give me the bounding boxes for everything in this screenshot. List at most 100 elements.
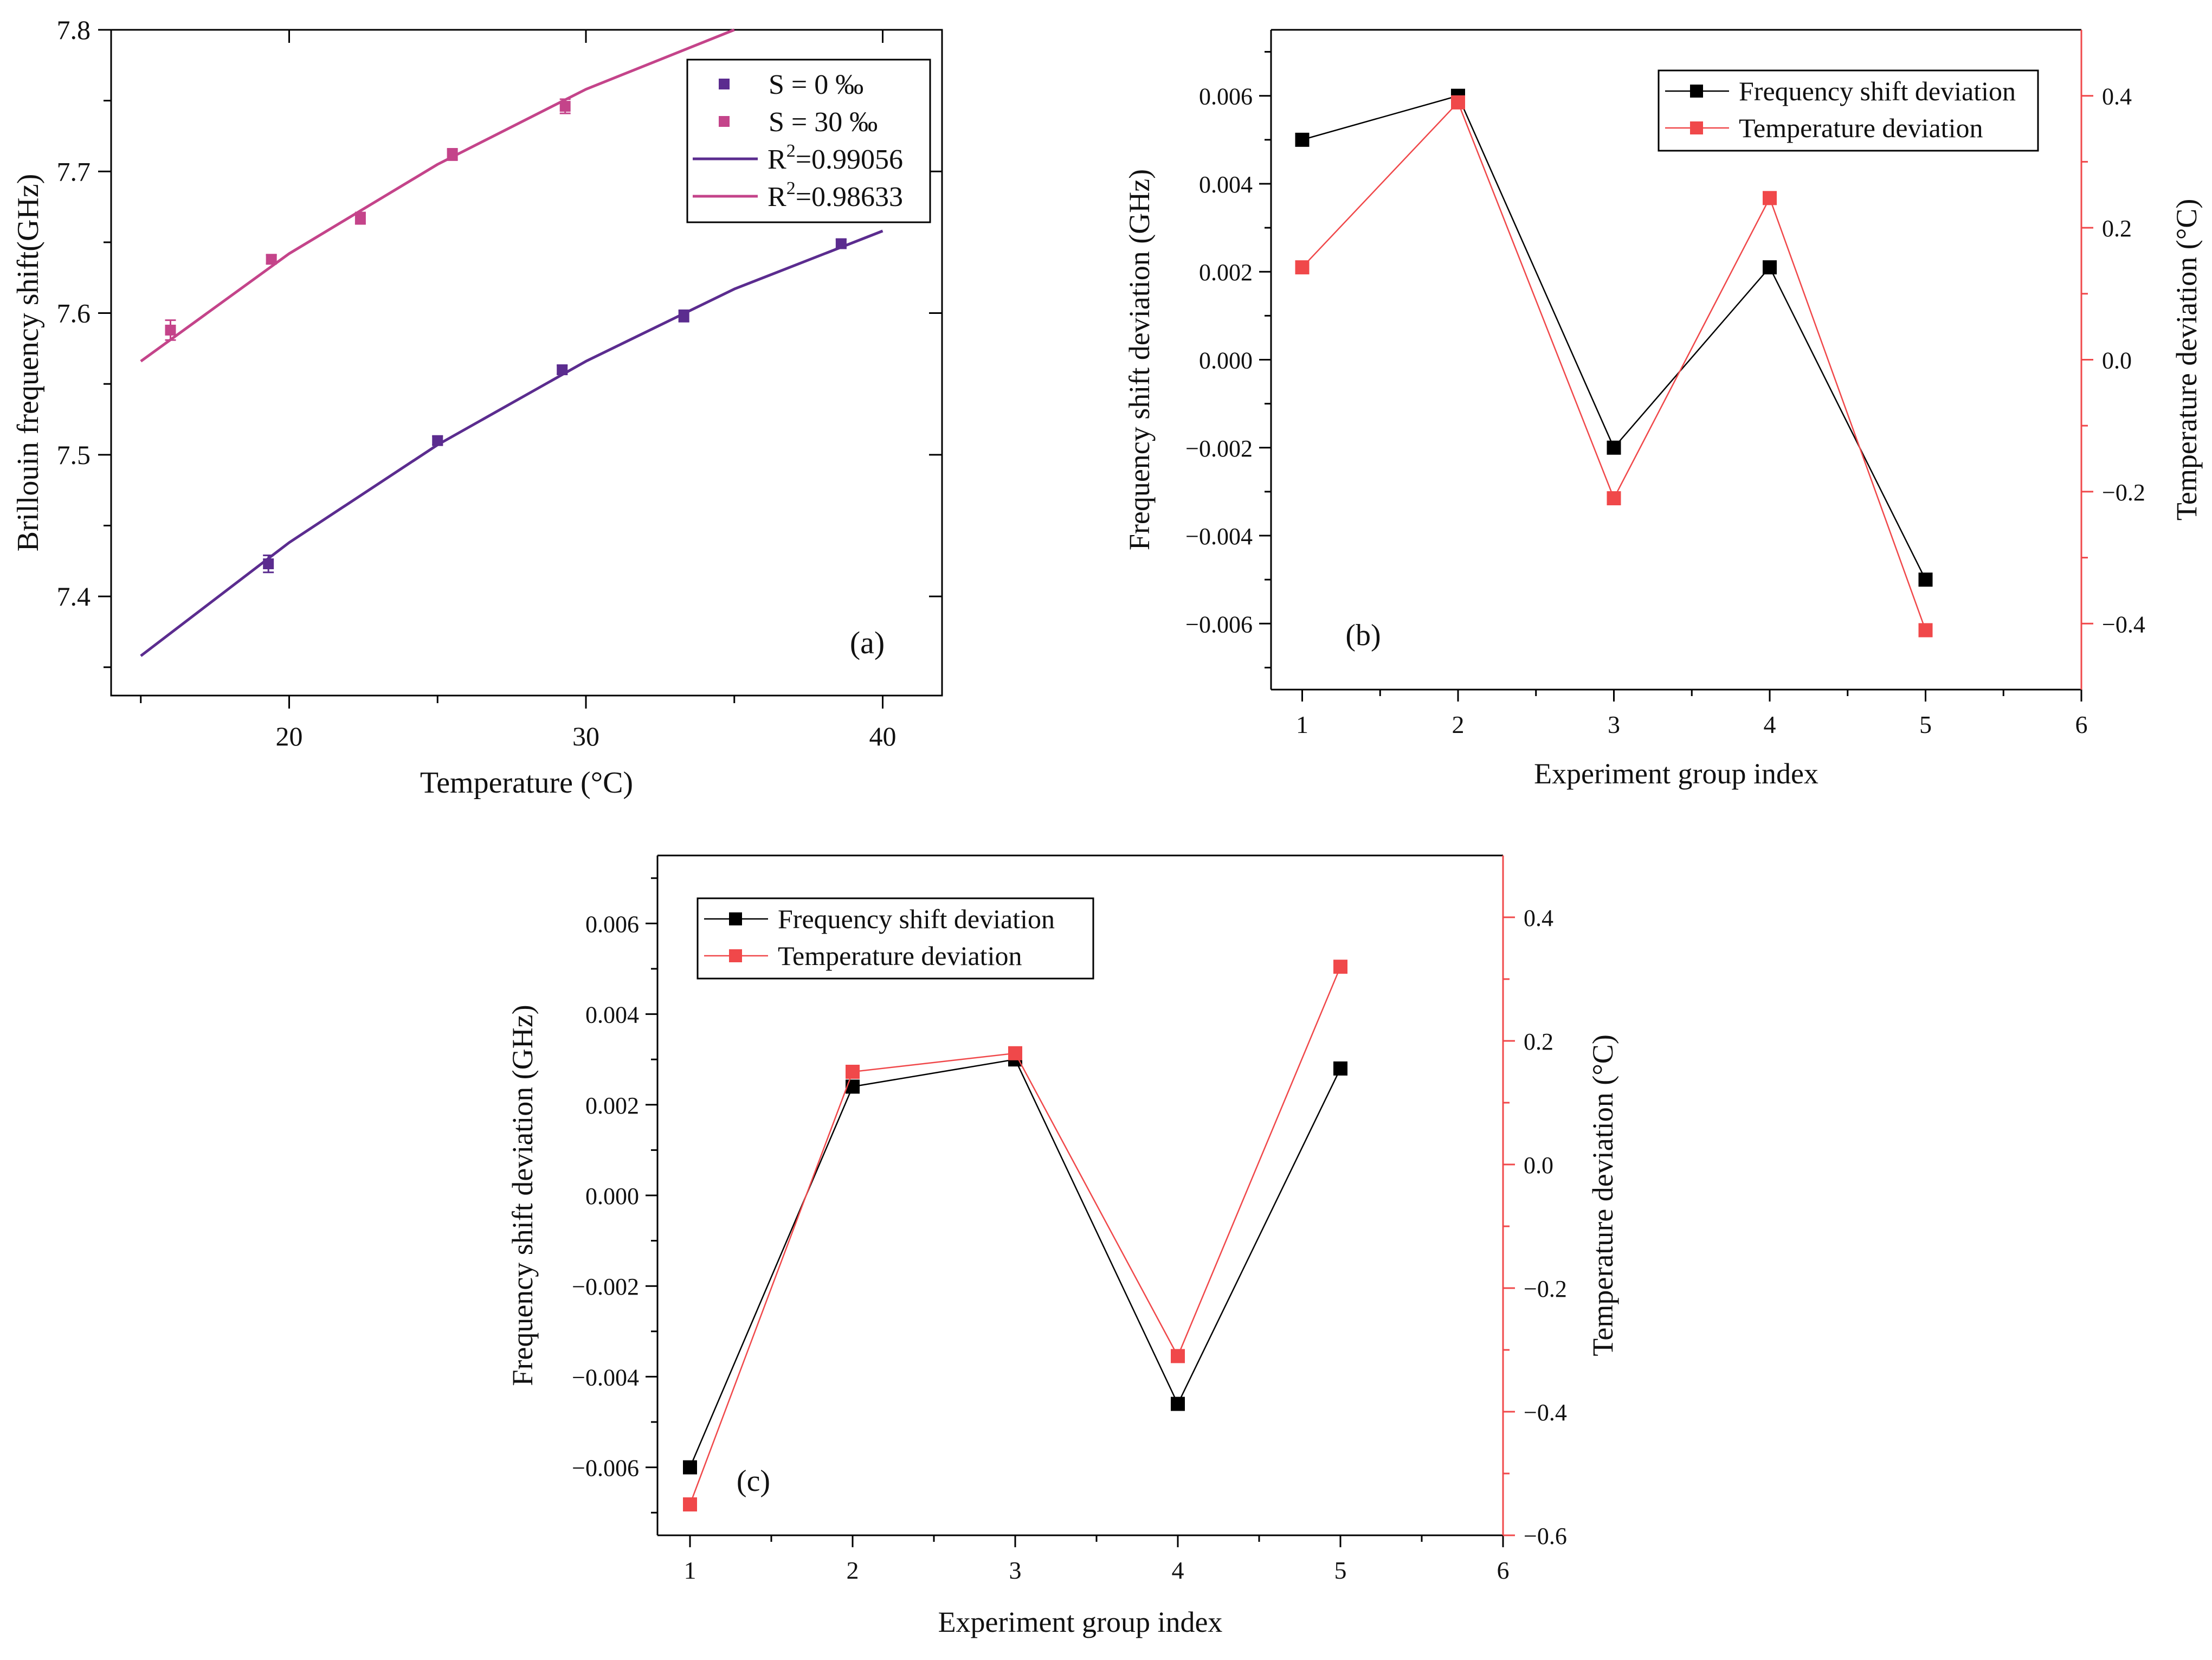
chart-panel-c: 1 2 3 4 5 6 −0.006 −0.004 −0.002 0.000 0.002 0.004 0… — [506, 854, 1619, 1638]
data-point-series-2 — [846, 1065, 860, 1079]
y-axis-label: Frequency shift deviation (GHz) — [506, 1005, 539, 1386]
fit-curve-1 — [140, 229, 883, 657]
y-tick-label: −0.002 — [572, 1273, 639, 1300]
y-tick-label: 7.6 — [57, 298, 91, 329]
chart-panel-a: 20 30 40 7.4 7.5 7.6 7.7 7.8 Temperature (°C) Bri… — [11, 15, 943, 800]
y2-tick-label: 0.4 — [2102, 83, 2132, 110]
y-tick-label: 0.000 — [585, 1183, 639, 1209]
data-point-series-1 — [683, 1460, 697, 1475]
y-tick-label: 0.002 — [1199, 259, 1253, 286]
y-tick-label: 0.004 — [585, 1002, 639, 1028]
y2-tick-label: 0.0 — [2102, 348, 2132, 374]
data-point-series-1 — [1171, 1397, 1185, 1411]
data-point-series-2 — [1333, 960, 1347, 974]
data-point-s0 — [835, 238, 847, 249]
y2-axis-label: Temperature deviation (°C) — [2170, 199, 2203, 521]
legend-marker — [729, 912, 742, 925]
y2-tick-label: −0.4 — [1524, 1399, 1567, 1426]
y-tick-label: 0.006 — [1199, 83, 1253, 110]
x-tick-label: 1 — [684, 1556, 697, 1584]
data-point-series-1 — [1607, 440, 1621, 455]
y2-tick-label: 0.0 — [1524, 1152, 1553, 1179]
data-point-s0 — [678, 310, 689, 321]
chart-panel-b: 1 2 3 4 5 6 −0.006 −0.004 −0.002 0.000 0.002 0.004 0… — [1123, 29, 2203, 790]
panel-label: (a) — [850, 625, 885, 660]
y2-tick-label: −0.2 — [2102, 479, 2145, 506]
legend-label: R2=0.99056 — [768, 141, 903, 175]
y-tick-label: 7.5 — [57, 440, 91, 470]
y-tick-label: −0.002 — [1185, 435, 1253, 462]
x-tick-label: 4 — [1764, 711, 1776, 738]
y-tick-label: −0.004 — [572, 1364, 639, 1391]
data-point-series-1 — [1333, 1061, 1347, 1076]
y-tick-label: 7.4 — [57, 581, 91, 612]
x-tick-label: 2 — [847, 1556, 859, 1584]
panel-label: (c) — [737, 1464, 770, 1498]
legend-marker — [719, 79, 730, 89]
series-line-2 — [1301, 101, 1926, 630]
data-point-series-2 — [1295, 260, 1310, 275]
series-line-1 — [689, 1058, 1342, 1468]
legend-marker — [1690, 121, 1703, 134]
y-axis-label: Brillouin frequency shift(GHz) — [11, 174, 45, 552]
data-point-series-2 — [1918, 623, 1933, 638]
data-point-series-2 — [683, 1497, 697, 1511]
data-point-s1 — [354, 213, 366, 224]
legend-box — [697, 897, 1094, 980]
fit-curve-2 — [140, 28, 735, 363]
y2-tick-label: −0.4 — [2102, 611, 2145, 638]
y-tick-label: 0.000 — [1199, 348, 1253, 374]
legend-label: S = 0 ‰ — [769, 69, 863, 100]
data-point-series-2 — [1607, 491, 1621, 506]
x-tick-label: 4 — [1172, 1556, 1184, 1584]
x-tick-label: 3 — [1608, 711, 1620, 738]
data-point-series-1 — [1763, 260, 1777, 275]
x-tick-label: 20 — [276, 721, 303, 751]
y-tick-label: 0.006 — [585, 911, 639, 937]
legend-label: Frequency shift deviation — [1739, 76, 2016, 106]
y-tick-label: 0.004 — [1199, 171, 1253, 198]
x-tick-label: 6 — [2075, 711, 2088, 738]
data-point-s1 — [165, 324, 176, 336]
y-tick-label: 0.002 — [585, 1092, 639, 1119]
legend-label: Temperature deviation — [1739, 113, 1983, 143]
data-point-series-1 — [846, 1079, 860, 1094]
x-tick-label: 6 — [1497, 1556, 1510, 1584]
data-point-series-2 — [1171, 1349, 1185, 1363]
x-tick-label: 3 — [1009, 1556, 1022, 1584]
legend-label: Frequency shift deviation — [778, 904, 1055, 934]
x-tick-label: 5 — [1919, 711, 1932, 738]
panel-label: (b) — [1345, 619, 1381, 652]
x-axis-label: Experiment group index — [1534, 757, 1818, 790]
y-axis-label: Frequency shift deviation (GHz) — [1123, 169, 1156, 550]
legend-marker — [719, 116, 730, 127]
y2-tick-label: 0.4 — [1524, 905, 1553, 931]
data-point-s0 — [432, 435, 443, 446]
data-point-s0 — [263, 558, 274, 570]
y2-tick-label: 0.2 — [2102, 215, 2132, 242]
data-point-s1 — [559, 101, 571, 112]
data-point-s1 — [266, 254, 277, 265]
x-tick-label: 2 — [1452, 711, 1465, 738]
data-point-s1 — [447, 149, 458, 160]
y-tick-label: 7.7 — [57, 156, 91, 186]
x-tick-label: 40 — [869, 721, 897, 751]
legend-label: S = 30 ‰ — [769, 107, 878, 138]
legend-label: R2=0.98633 — [768, 178, 903, 213]
legend-marker — [1690, 85, 1703, 98]
x-tick-label: 5 — [1334, 1556, 1347, 1584]
plot-frame — [110, 29, 943, 697]
x-tick-label: 1 — [1296, 711, 1308, 738]
x-axis-label: Experiment group index — [938, 1606, 1223, 1638]
y-tick-label: −0.006 — [572, 1455, 639, 1482]
y-tick-label: −0.004 — [1185, 523, 1253, 550]
data-point-series-2 — [1763, 191, 1777, 205]
data-point-series-2 — [1008, 1046, 1022, 1060]
y-tick-label: −0.006 — [1185, 611, 1253, 638]
x-axis-label: Temperature (°C) — [420, 766, 633, 800]
legend-box — [1658, 69, 2039, 152]
legend-label: Temperature deviation — [778, 941, 1022, 971]
legend-marker — [729, 949, 742, 962]
y2-tick-label: −0.2 — [1524, 1276, 1567, 1302]
